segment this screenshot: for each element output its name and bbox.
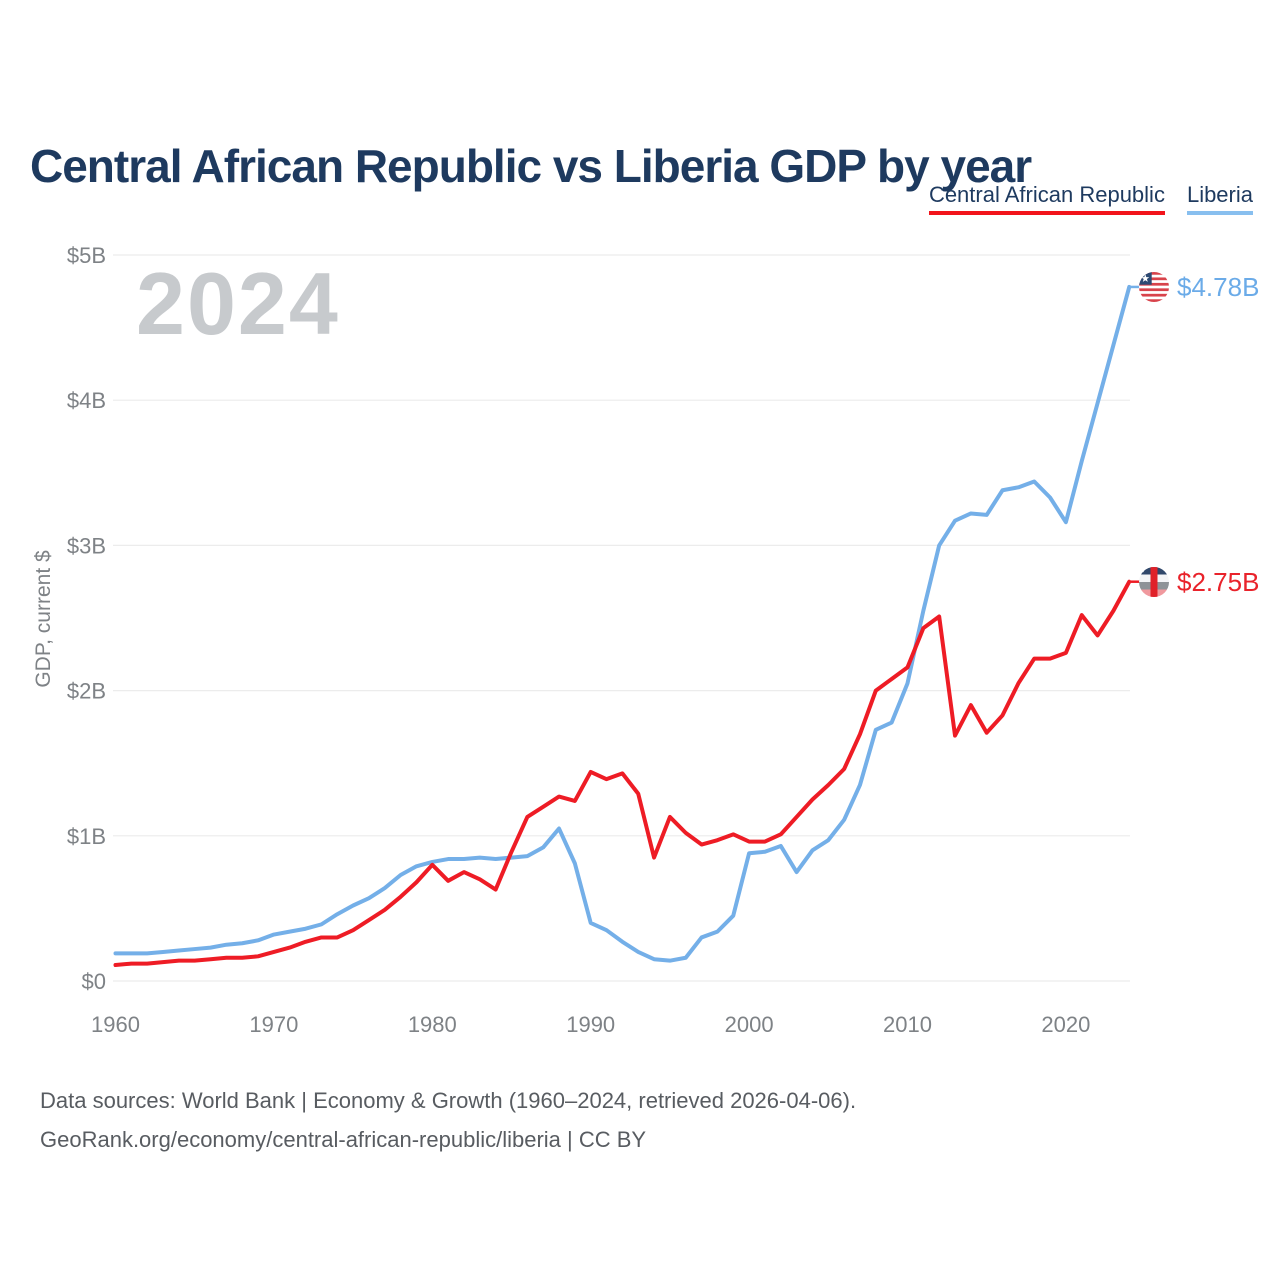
liberia-flag-icon bbox=[1139, 271, 1169, 302]
y-tick-label: $3B bbox=[67, 533, 106, 558]
line-liberia[interactable] bbox=[113, 284, 1132, 963]
footer-url: GeoRank.org/economy/central-african-repu… bbox=[40, 1127, 647, 1152]
y-tick-label: $5B bbox=[67, 243, 106, 268]
line-central-african-republic[interactable] bbox=[113, 579, 1132, 968]
x-tick-label: 1990 bbox=[566, 1012, 615, 1037]
legend-item-liberia[interactable]: Liberia bbox=[1186, 182, 1253, 216]
end-label-central-african-republic: $2.75B bbox=[1139, 566, 1260, 597]
legend-item-central-african-republic[interactable]: Central African Republic bbox=[928, 182, 1165, 216]
x-tick-label: 1960 bbox=[91, 1012, 140, 1037]
end-label-liberia: $4.78B bbox=[1139, 271, 1260, 302]
y-tick-label: $0 bbox=[82, 969, 106, 994]
y-tick-label: $2B bbox=[67, 679, 106, 704]
end-value-central-african-republic: $2.75B bbox=[1177, 566, 1260, 597]
footer: Data sources: World Bank | Economy & Gro… bbox=[40, 1081, 856, 1159]
x-tick-label: 2010 bbox=[883, 1012, 932, 1037]
y-tick-label: $4B bbox=[67, 388, 106, 413]
x-tick-label: 2000 bbox=[725, 1012, 774, 1037]
x-tick-label: 1970 bbox=[249, 1012, 298, 1037]
x-tick-label: 2020 bbox=[1041, 1012, 1090, 1037]
central-african-republic-flag-icon bbox=[1139, 566, 1169, 597]
watermark-year: 2024 bbox=[136, 254, 340, 353]
y-tick-label: $1B bbox=[67, 824, 106, 849]
legend: Central African Republic Liberia bbox=[928, 182, 1253, 216]
x-tick-label: 1980 bbox=[408, 1012, 457, 1037]
page-title: Central African Republic vs Liberia GDP … bbox=[30, 139, 1032, 192]
footer-sources: Data sources: World Bank | Economy & Gro… bbox=[40, 1088, 857, 1113]
end-value-liberia: $4.78B bbox=[1177, 271, 1260, 302]
